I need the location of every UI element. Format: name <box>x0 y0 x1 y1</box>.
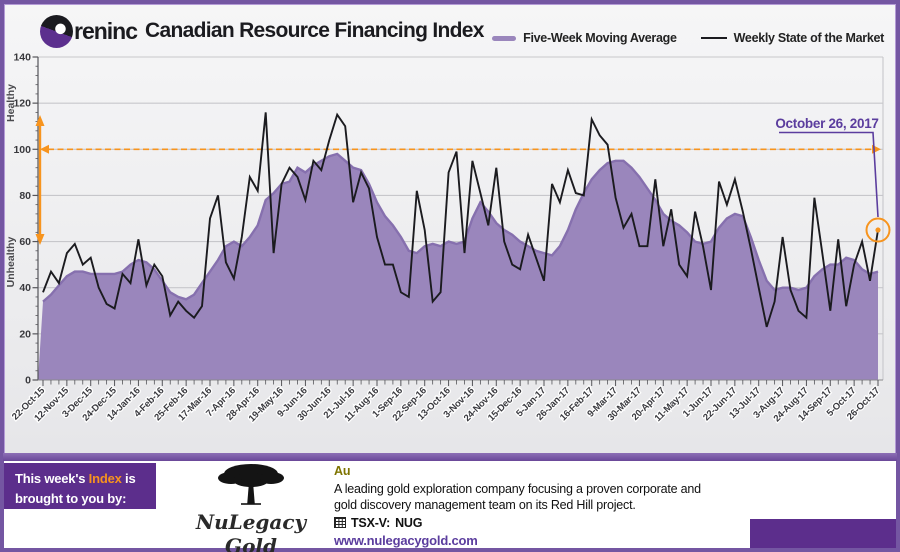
y-tick-label: 20 <box>19 328 31 340</box>
arrow-down-icon <box>35 234 45 245</box>
healthy-label: Healthy <box>5 84 17 122</box>
sponsor-intro-line2: brought to you by: <box>15 491 127 507</box>
legend-item-weekly: Weekly State of the Market <box>700 31 885 45</box>
reference-arrow-left-icon <box>40 144 49 154</box>
legend-label: Weekly State of the Market <box>733 31 885 45</box>
ticker-line: TSX-V: NUG <box>334 515 754 532</box>
y-tick-label: 60 <box>19 236 31 248</box>
y-tick-label: 100 <box>13 144 31 156</box>
ticker-value: NUG <box>395 515 423 530</box>
annotation-label: October 26, 2017 <box>775 116 878 131</box>
moving-average-edge <box>42 152 879 303</box>
legend-label: Five-Week Moving Average <box>523 31 677 45</box>
sponsor-footer: This week's Index is brought to you by: … <box>4 461 896 552</box>
annotation-callout-line <box>779 131 879 218</box>
oreninc-logo-icon <box>40 14 73 48</box>
footer-divider <box>3 453 897 461</box>
moving-average-area <box>38 153 878 380</box>
nulegacy-logo-text: NuLegacy Gold <box>195 510 307 552</box>
moving-average-swatch-icon <box>492 35 517 41</box>
footer-corner-block <box>750 519 896 548</box>
sponsor-description-line1: A leading gold exploration company focus… <box>334 481 701 496</box>
website-link[interactable]: www.nulegacygold.com <box>334 533 478 548</box>
sponsor-intro-box: This week's Index is brought to you by: <box>4 463 156 509</box>
weekly-market-line <box>42 112 879 328</box>
y-tick-label: 0 <box>25 375 31 387</box>
header: reninc Canadian Resource Financing Index… <box>40 10 884 52</box>
ticker-label: TSX-V: <box>351 515 391 530</box>
annotation-point <box>875 227 881 233</box>
y-tick-label: 80 <box>19 190 31 202</box>
sponsor-description-line2: gold discovery management team on its Re… <box>334 498 636 512</box>
unhealthy-label: Unhealthy <box>5 236 17 287</box>
y-tick-label: 40 <box>19 282 31 294</box>
weekly-line-swatch-icon <box>700 37 727 39</box>
y-tick-label: 120 <box>13 98 31 110</box>
arrow-up-icon <box>35 115 45 126</box>
index-highlight: Index <box>88 471 122 486</box>
nulegacy-tree-icon <box>218 464 284 505</box>
sponsor-intro-line1: This week's Index is <box>15 471 136 486</box>
brand-wordmark: reninc <box>74 17 138 44</box>
chart-legend: Five-Week Moving Average Weekly State of… <box>492 31 884 45</box>
page-title: Canadian Resource Financing Index <box>145 19 484 42</box>
nulegacy-logo: NuLegacy Gold Corporation <box>172 462 330 552</box>
sponsor-info: Au A leading gold exploration company fo… <box>334 463 754 550</box>
annotation-circle-icon <box>865 217 891 243</box>
y-tick-label: 140 <box>13 52 31 64</box>
element-symbol: Au <box>334 464 351 478</box>
legend-item-moving-average: Five-Week Moving Average <box>492 31 677 45</box>
stock-grid-icon <box>334 517 346 529</box>
